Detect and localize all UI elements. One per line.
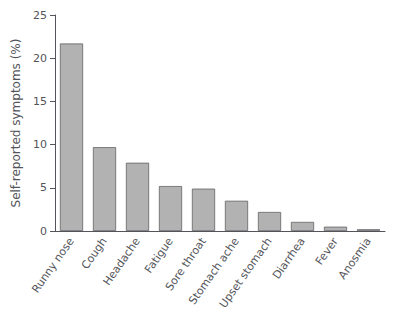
svg-text:Anosmia: Anosmia xyxy=(336,235,374,281)
svg-text:5: 5 xyxy=(40,181,47,194)
svg-text:Fatigue: Fatigue xyxy=(142,235,176,276)
svg-text:Headache: Headache xyxy=(100,235,143,288)
svg-text:Diarrhea: Diarrhea xyxy=(270,235,308,281)
svg-text:15: 15 xyxy=(33,95,47,108)
svg-text:Cough: Cough xyxy=(79,235,110,271)
svg-text:Stomach ache: Stomach ache xyxy=(186,235,242,307)
svg-text:Sore throat: Sore throat xyxy=(162,235,209,294)
svg-text:25: 25 xyxy=(33,9,47,22)
svg-text:Upset stomach: Upset stomach xyxy=(217,235,275,310)
svg-text:Fever: Fever xyxy=(313,235,341,268)
svg-text:Self-reported symptoms (%): Self-reported symptoms (%) xyxy=(9,39,23,208)
svg-text:0: 0 xyxy=(40,225,47,238)
svg-text:Runny nose: Runny nose xyxy=(29,235,77,295)
svg-text:10: 10 xyxy=(33,138,47,151)
svg-text:20: 20 xyxy=(33,52,47,65)
